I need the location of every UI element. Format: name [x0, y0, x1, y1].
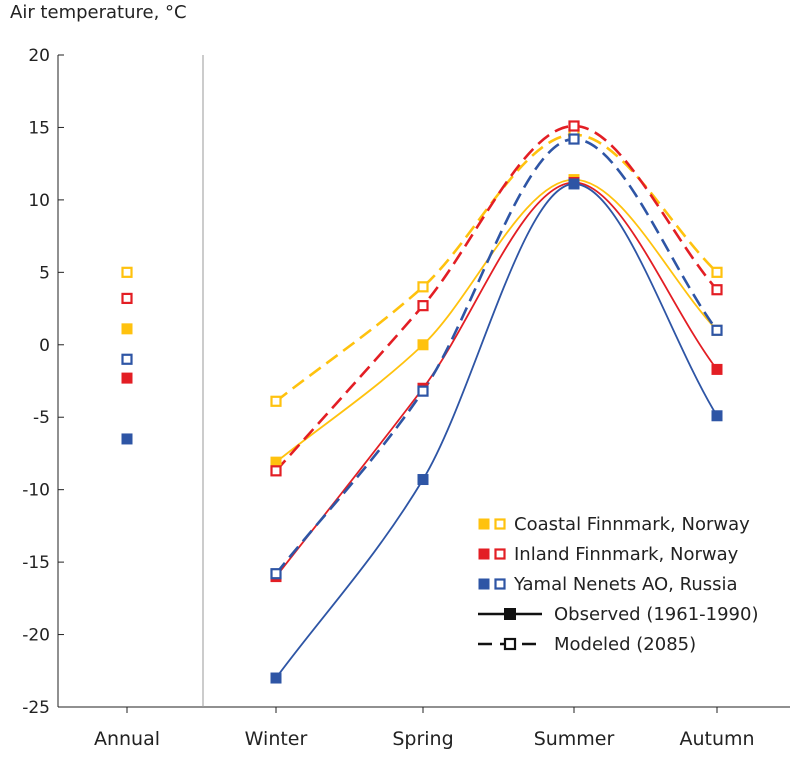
legend-label: Modeled (2085) [554, 634, 696, 655]
y-tick-label: 0 [39, 336, 50, 356]
y-axis-label: Air temperature, °C [10, 2, 187, 23]
y-tick-label: 10 [28, 191, 50, 211]
season-point-modeled [711, 284, 723, 296]
y-tick-label: -15 [22, 553, 50, 573]
y-tick-label: -20 [22, 626, 50, 646]
y-tick-label: -25 [22, 698, 50, 718]
y-tick-label: -5 [33, 408, 50, 428]
legend-swatch-open [494, 518, 506, 530]
x-tick-label: Winter [245, 728, 308, 750]
season-point-observed [417, 339, 429, 351]
legend-swatch-filled [478, 548, 490, 560]
season-point-modeled [568, 133, 580, 145]
season-point-modeled [417, 385, 429, 397]
season-point-modeled [711, 266, 723, 278]
annual-point-modeled [121, 292, 133, 305]
season-point-observed [270, 456, 282, 468]
season-point-observed [417, 474, 429, 486]
legend-label: Inland Finnmark, Norway [514, 544, 739, 565]
season-point-observed [711, 410, 723, 422]
legend-swatch-filled [478, 578, 490, 590]
season-point-observed [568, 178, 580, 190]
annual-point-observed [121, 433, 133, 445]
legend: Coastal Finnmark, Norway Inland Finnmark,… [478, 514, 758, 655]
y-tick-label: 15 [28, 118, 50, 138]
annual-point-modeled [121, 266, 133, 278]
legend-swatch-open [494, 578, 506, 590]
series-line-modeled [275, 124, 718, 472]
series-line-observed [275, 181, 718, 578]
annual-point-observed [121, 372, 133, 384]
season-point-modeled [568, 120, 580, 132]
y-tick-label: -10 [22, 481, 50, 501]
season-point-modeled [270, 465, 282, 477]
legend-swatch-open [494, 548, 506, 560]
season-point-modeled [711, 324, 723, 336]
x-tick-label: Spring [392, 728, 453, 750]
annual-point-modeled [121, 353, 133, 365]
season-point-observed [711, 363, 723, 375]
legend-label: Yamal Nenets AO, Russia [513, 574, 738, 595]
season-point-modeled [417, 300, 429, 312]
season-point-observed [270, 672, 282, 684]
series-line-observed [275, 178, 718, 463]
legend-marker [503, 637, 517, 651]
legend-marker [504, 608, 516, 620]
series-line-observed [275, 183, 718, 679]
x-tick-label: Annual [94, 728, 160, 750]
legend-label: Observed (1961-1990) [554, 604, 758, 625]
x-tick-label: Summer [534, 728, 615, 750]
annual-point-observed [121, 323, 133, 335]
y-tick-label: 5 [39, 263, 50, 283]
series-line-modeled [275, 133, 718, 403]
season-point-modeled [270, 395, 282, 407]
season-point-modeled [270, 568, 282, 580]
season-point-modeled [417, 281, 429, 293]
legend-label: Coastal Finnmark, Norway [514, 514, 750, 535]
legend-swatch-filled [478, 518, 490, 530]
x-tick-label: Autumn [679, 728, 754, 750]
series-line-modeled [274, 137, 719, 575]
y-tick-label: 20 [28, 46, 50, 66]
